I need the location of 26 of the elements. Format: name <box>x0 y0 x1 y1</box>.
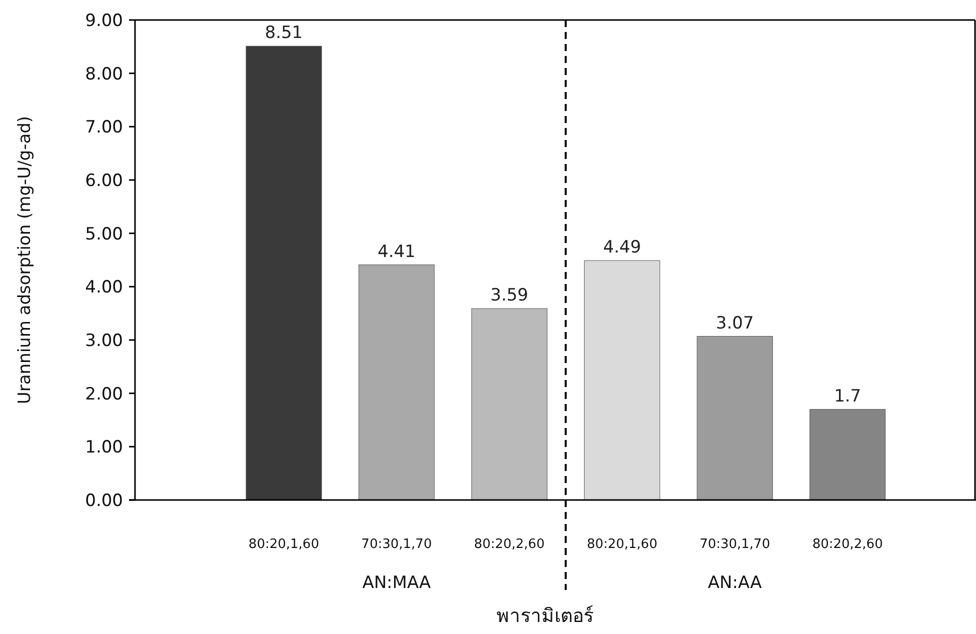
x-tick-label: 80:20,1,60 <box>586 537 658 552</box>
data-label: 3.59 <box>490 286 528 306</box>
y-tick-label: 6.00 <box>85 171 123 191</box>
x-axis-title: พารามิเตอร์ <box>496 605 594 627</box>
data-label: 3.07 <box>716 313 754 334</box>
data-label: 4.49 <box>603 238 642 258</box>
x-tick-label: 70:30,1,70 <box>700 537 770 552</box>
y-tick-label: 9.00 <box>85 11 123 31</box>
data-label: 4.41 <box>378 242 416 262</box>
x-tick-label: 70:30,1,70 <box>361 537 432 552</box>
y-axis-title: Urannium adsorption (mg-U/g-ad) <box>15 116 35 404</box>
y-tick-label: 8.00 <box>85 64 123 84</box>
x-tick-label: 80:20,2,60 <box>474 537 545 552</box>
data-label: 1.7 <box>834 386 862 406</box>
text: AN:MAA <box>362 573 432 593</box>
y-tick-label: 5.00 <box>85 224 123 244</box>
y-tick-label: 1.00 <box>85 438 123 458</box>
y-tick-label: 3.00 <box>85 331 123 351</box>
x-tick-label: 80:20,2,60 <box>812 537 883 552</box>
y-tick-label: 0.00 <box>85 491 123 511</box>
y-tick-label: 7.00 <box>85 118 123 138</box>
data-label: 8.51 <box>264 23 303 44</box>
x-tick-label: 80:20,1,60 <box>248 537 320 552</box>
y-tick-label: 4.00 <box>85 278 123 298</box>
y-tick-label: 2.00 <box>85 384 123 404</box>
text: AN:AA <box>708 573 762 593</box>
